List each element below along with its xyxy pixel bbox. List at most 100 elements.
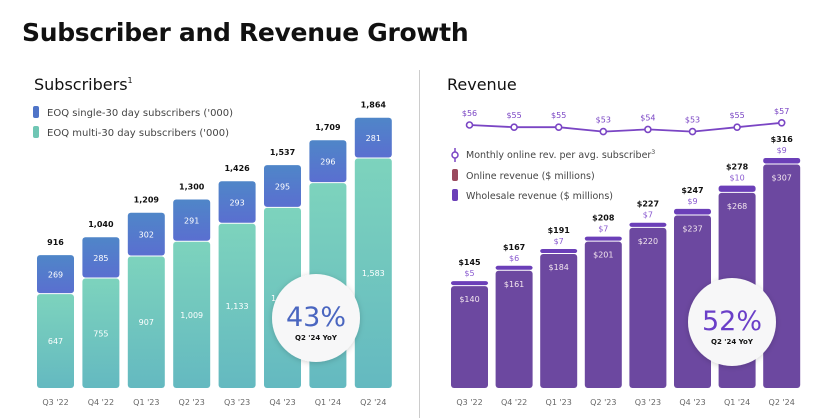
- yoy-callout-value: 43%: [286, 302, 346, 333]
- bar-online-revenue: [763, 164, 801, 388]
- bar-total-label: $191: [548, 226, 571, 235]
- revenue-title: Revenue: [447, 75, 517, 94]
- bar-single-30: [309, 140, 347, 183]
- bar-label-online: $307: [772, 174, 792, 183]
- x-tick-label: Q3 '23: [635, 398, 661, 407]
- x-tick-label: Q2 '23: [590, 398, 616, 407]
- x-tick-label: Q1 '24: [724, 398, 750, 407]
- line-point: [644, 125, 652, 134]
- bar-label-online: $140: [459, 295, 479, 304]
- yoy-callout-label: Q2 '24 YoY: [711, 338, 754, 346]
- line-point-label: $53: [596, 116, 611, 125]
- bar-single-30: [127, 212, 165, 256]
- x-tick-label: Q4 '22: [88, 398, 114, 407]
- bar-label-single: 295: [275, 183, 290, 192]
- x-tick-label: Q1 '23: [133, 398, 159, 407]
- bar-total-label: 1,864: [361, 101, 387, 110]
- line-point: [777, 119, 786, 127]
- bar-wholesale-revenue: [584, 236, 622, 241]
- bar-wholesale-revenue: [451, 281, 488, 286]
- bar-online-revenue: [629, 227, 667, 388]
- legend-superscript: 3: [651, 149, 655, 156]
- bar-label-wholesale: $9: [777, 146, 787, 155]
- bar-label-online: $220: [638, 237, 658, 246]
- x-tick-label: Q2 '24: [360, 398, 386, 407]
- bar-single-30: [173, 199, 211, 241]
- legend-line-marker-dot: [451, 151, 459, 159]
- panel-divider: [419, 70, 420, 418]
- bar-single-30: [37, 255, 74, 294]
- bar-total-label: 1,537: [270, 148, 295, 157]
- bar-label-single: 285: [93, 254, 108, 263]
- bar-wholesale-revenue: [674, 208, 711, 215]
- line-point: [599, 127, 608, 136]
- bar-single-30: [82, 237, 120, 278]
- line-point: [554, 123, 563, 131]
- subscribers-title: Subscribers1: [34, 75, 133, 94]
- bar-multi-30: [173, 241, 211, 388]
- bar-total-label: $145: [458, 258, 481, 267]
- bar-label-wholesale: $7: [643, 211, 653, 220]
- line-rev-per-subscriber: [469, 121, 782, 133]
- yoy-callout-value: 52%: [702, 306, 762, 337]
- bar-label-multi: 1,583: [362, 269, 385, 278]
- x-tick-label: Q2 '24: [769, 398, 795, 407]
- bar-total-label: $227: [637, 200, 659, 209]
- bar-single-30: [264, 165, 301, 207]
- bar-label-single: 269: [48, 271, 63, 280]
- bar-label-multi: 1,133: [226, 302, 249, 311]
- bar-wholesale-revenue: [718, 185, 756, 192]
- bar-label-single: 302: [139, 231, 154, 240]
- bar-label-online: $237: [682, 224, 702, 233]
- bar-total-label: $316: [771, 135, 794, 144]
- bar-label-wholesale: $9: [687, 197, 697, 206]
- x-tick-label: Q1 '23: [546, 398, 572, 407]
- legend-swatch: [452, 189, 458, 201]
- line-point: [688, 127, 697, 136]
- bar-label-wholesale: $6: [509, 254, 519, 263]
- bar-multi-30: [37, 294, 74, 388]
- legend-swatch: [452, 169, 458, 181]
- line-point: [733, 123, 741, 131]
- bar-multi-30: [82, 278, 120, 388]
- yoy-callout-circle: [272, 274, 360, 362]
- bar-online-revenue: [495, 270, 533, 388]
- bar-total-label: 1,209: [134, 196, 160, 205]
- bar-label-single: 296: [320, 158, 335, 167]
- line-point-label: $55: [506, 111, 521, 120]
- bar-total-label: $247: [681, 186, 703, 195]
- bar-label-multi: 907: [139, 318, 154, 327]
- legend-label: Wholesale revenue ($ millions): [466, 191, 613, 202]
- legend-label: EOQ single-30 day subscribers ('000): [47, 108, 233, 119]
- x-tick-label: Q1 '24: [315, 398, 341, 407]
- bar-label-wholesale: $7: [598, 225, 608, 234]
- bar-total-label: 916: [47, 238, 64, 247]
- bar-multi-30: [127, 256, 165, 388]
- bar-single-30: [218, 181, 256, 223]
- bar-total-label: 1,709: [315, 123, 341, 132]
- yoy-callout-circle: [688, 278, 776, 366]
- bar-label-online: $184: [549, 263, 569, 272]
- bar-single-30: [354, 117, 392, 158]
- bar-multi-30: [218, 223, 256, 388]
- bar-label-wholesale: $7: [554, 237, 564, 246]
- title-superscript: 1: [128, 76, 133, 85]
- bar-wholesale-revenue: [495, 265, 533, 270]
- bar-online-revenue: [584, 241, 622, 388]
- x-tick-label: Q3 '22: [42, 398, 68, 407]
- bar-label-online: $201: [593, 251, 613, 260]
- x-tick-label: Q4 '23: [269, 398, 295, 407]
- bar-label-multi: 647: [48, 337, 63, 346]
- bar-label-single: 281: [366, 134, 381, 143]
- x-tick-label: Q4 '22: [501, 398, 527, 407]
- bar-total-label: 1,426: [224, 164, 250, 173]
- bar-label-online: $268: [727, 202, 747, 211]
- bar-label-wholesale: $5: [464, 269, 474, 278]
- line-point-label: $55: [551, 111, 566, 120]
- bar-wholesale-revenue: [540, 248, 578, 254]
- line-point-label: $55: [729, 111, 744, 120]
- bar-label-multi: 1,009: [180, 311, 203, 320]
- line-point-label: $57: [774, 107, 789, 116]
- line-point-label: $56: [462, 109, 477, 118]
